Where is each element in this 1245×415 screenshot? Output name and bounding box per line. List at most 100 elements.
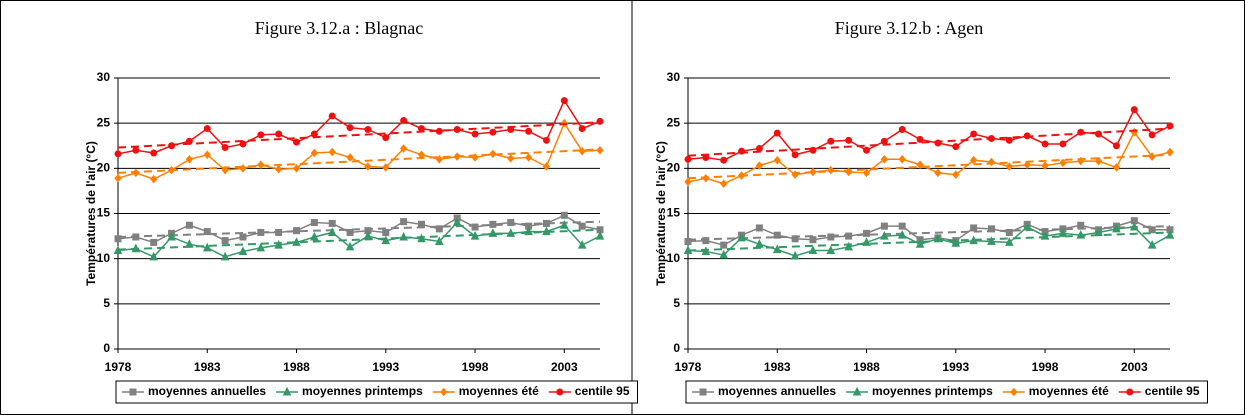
x-tick-label: 1983 xyxy=(764,360,791,374)
marker-circle xyxy=(507,125,515,133)
marker-square xyxy=(1077,221,1085,229)
marker-circle xyxy=(1112,142,1120,150)
legend-box xyxy=(115,380,638,404)
marker-diamond xyxy=(346,153,354,162)
marker-circle xyxy=(453,125,461,133)
marker-triangle xyxy=(381,235,391,245)
marker-diamond xyxy=(809,167,817,177)
marker-circle xyxy=(1095,130,1103,138)
marker-circle xyxy=(970,130,978,138)
marker-square xyxy=(560,211,568,219)
marker-circle xyxy=(382,134,390,142)
marker-diamond xyxy=(275,164,283,174)
marker-triangle xyxy=(844,241,853,251)
y-axis-label: Températures de l'air (°C) xyxy=(84,141,98,286)
marker-circle xyxy=(1023,132,1031,140)
series-line xyxy=(687,130,1171,185)
chart-title: Figure 3.12.b : Agen xyxy=(835,18,984,38)
y-tick-label: 25 xyxy=(97,115,111,129)
marker-triangle xyxy=(1076,230,1086,239)
x-tick-label: 1988 xyxy=(853,360,880,374)
marker-square xyxy=(970,224,978,232)
x-tick-label: 2003 xyxy=(1121,360,1148,374)
x-tick-label: 2003 xyxy=(551,360,578,374)
legend-label: moyennes printemps xyxy=(302,384,423,398)
legend-label: centile 95 xyxy=(575,384,630,398)
marker-diamond xyxy=(1059,158,1067,168)
legend-label: centile 95 xyxy=(1145,384,1200,398)
marker-triangle xyxy=(282,386,292,396)
marker-diamond xyxy=(1005,162,1013,171)
marker-triangle xyxy=(1058,228,1068,237)
marker-square xyxy=(863,229,871,237)
y-tick-label: 15 xyxy=(667,206,681,220)
marker-diamond xyxy=(417,150,426,160)
marker-triangle xyxy=(933,233,943,243)
marker-triangle xyxy=(417,233,426,243)
marker-diamond xyxy=(440,387,448,397)
marker-circle xyxy=(1041,140,1049,148)
marker-diamond xyxy=(114,174,122,183)
marker-triangle xyxy=(755,239,764,248)
marker-circle xyxy=(1130,106,1138,114)
marker-triangle xyxy=(915,239,925,248)
marker-diamond xyxy=(1094,156,1103,166)
marker-circle xyxy=(1126,388,1134,396)
marker-square xyxy=(755,224,763,232)
marker-diamond xyxy=(952,170,960,179)
marker-circle xyxy=(257,131,265,139)
marker-circle xyxy=(417,125,425,133)
marker-diamond xyxy=(1010,387,1018,397)
marker-square xyxy=(310,219,318,227)
marker-diamond xyxy=(292,164,301,173)
marker-diamond xyxy=(827,165,835,175)
marker-diamond xyxy=(542,162,551,171)
marker-triangle xyxy=(1129,221,1139,231)
marker-diamond xyxy=(1112,163,1121,172)
marker-triangle xyxy=(238,246,248,255)
marker-diamond xyxy=(916,160,924,169)
marker-circle xyxy=(1059,140,1067,148)
legend-label: moyennes été xyxy=(459,384,539,398)
marker-square xyxy=(827,233,835,241)
marker-square xyxy=(382,228,390,236)
marker-square xyxy=(129,388,137,396)
marker-diamond xyxy=(773,155,781,165)
marker-square xyxy=(1005,228,1013,236)
marker-square xyxy=(275,228,283,236)
marker-diamond xyxy=(755,161,764,170)
series-line xyxy=(687,219,1170,246)
marker-circle xyxy=(435,127,443,135)
marker-triangle xyxy=(113,245,123,255)
marker-triangle xyxy=(488,228,498,237)
marker-triangle xyxy=(542,226,551,236)
marker-square xyxy=(328,219,336,227)
marker-circle xyxy=(863,146,871,154)
marker-diamond xyxy=(453,152,461,161)
marker-triangle xyxy=(701,246,711,255)
marker-triangle xyxy=(327,227,337,236)
x-tick-label: 1998 xyxy=(462,360,489,374)
marker-diamond xyxy=(132,168,140,178)
marker-square xyxy=(987,225,995,233)
marker-square xyxy=(1148,226,1156,234)
marker-diamond xyxy=(898,155,906,164)
marker-diamond xyxy=(1023,160,1031,169)
marker-circle xyxy=(987,135,995,143)
series-line xyxy=(687,108,1171,161)
marker-triangle xyxy=(595,230,605,240)
marker-circle xyxy=(525,127,533,135)
marker-diamond xyxy=(435,155,443,164)
marker-diamond xyxy=(1077,156,1085,166)
marker-diamond xyxy=(310,148,319,158)
marker-diamond xyxy=(382,163,390,172)
marker-circle xyxy=(720,156,728,164)
marker-square xyxy=(791,235,799,243)
marker-triangle xyxy=(790,250,800,260)
marker-circle xyxy=(489,128,497,136)
marker-circle xyxy=(185,137,193,145)
marker-circle xyxy=(1005,136,1013,144)
legend-label: moyennes annuelles xyxy=(148,384,266,398)
marker-diamond xyxy=(257,160,265,169)
series-line xyxy=(117,121,601,180)
